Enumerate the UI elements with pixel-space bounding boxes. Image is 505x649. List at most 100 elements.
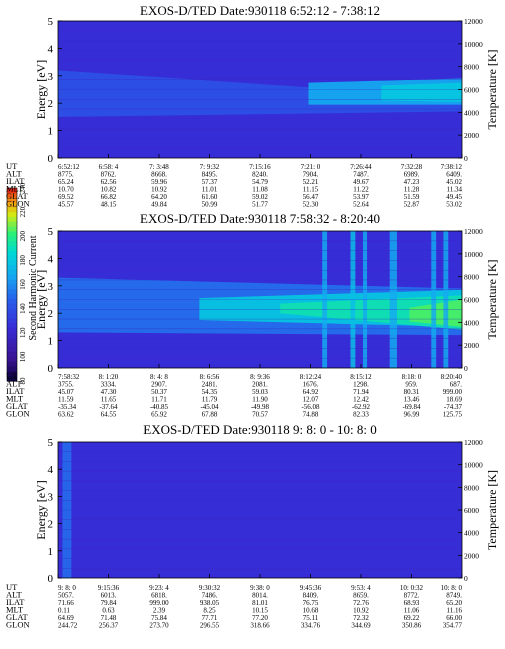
- y2-tick-label: 12000: [464, 227, 483, 236]
- table-cell: -69.84: [402, 403, 421, 411]
- table-cell: 9: 8: 0: [58, 584, 76, 592]
- y-tick-label: 2: [48, 308, 54, 320]
- colorbar-label: Second Harmonic Current: [28, 235, 39, 340]
- colorbar-segment: [7, 260, 17, 266]
- table-cell: 52.30: [303, 201, 319, 209]
- colorbar-segment: [7, 352, 17, 358]
- table-cell: 7: 9:32: [200, 163, 220, 171]
- table-cell: 11.79: [202, 396, 218, 404]
- table-cell: 65.92: [151, 411, 167, 419]
- table-cell: 9:15:36: [98, 584, 120, 592]
- table-row-label: ILAT: [6, 386, 25, 396]
- table-cell: 2907.: [151, 381, 167, 389]
- table-cell: 52.87: [404, 201, 420, 209]
- colorbar-segment: [7, 216, 17, 223]
- table-cell: -40.85: [150, 403, 169, 411]
- y2-tick-label: 10000: [464, 250, 483, 259]
- heatmap-band: [58, 70, 462, 117]
- table-cell: 6:58: 4: [99, 163, 119, 171]
- colorbar-segment: [7, 361, 17, 368]
- colorbar-segment: [7, 356, 17, 363]
- table-cell: 49.45: [446, 193, 462, 201]
- y-tick-label: 1: [48, 546, 54, 558]
- table-cell: 77.71: [202, 614, 218, 622]
- table-cell: 8:15:12: [350, 373, 372, 381]
- table-cell: 8762.: [101, 171, 117, 179]
- table-cell: 18.69: [446, 396, 462, 404]
- panel-title: EXOS-D/TED Date:930118 6:52:12 - 7:38:12: [140, 3, 380, 18]
- table-cell: 11.28: [404, 186, 420, 194]
- colorbar-tick-label: 240: [19, 182, 27, 193]
- table-cell: 3755.: [58, 381, 74, 389]
- y-tick-label: 0: [48, 363, 54, 375]
- table-cell: 61.60: [202, 193, 218, 201]
- table-cell: 8.25: [203, 607, 216, 615]
- colorbar: 240 220 200 180 160 140 120 100 80 Second Harmoni…: [6, 182, 39, 385]
- table-cell: 71.94: [353, 388, 369, 396]
- table-cell: 10.15: [252, 607, 268, 615]
- table-cell: 51.77: [252, 201, 268, 209]
- table-cell: 74.88: [303, 411, 319, 419]
- table-cell: 9:53: 4: [351, 584, 371, 592]
- colorbar-segment: [7, 207, 17, 213]
- table-cell: 0.11: [58, 607, 70, 615]
- table-cell: 59.02: [252, 193, 268, 201]
- table-cell: 59.03: [252, 388, 268, 396]
- table-row-label: ILAT: [6, 176, 25, 186]
- table-cell: 62.56: [101, 178, 117, 186]
- table-row-label: ALT: [6, 590, 23, 600]
- heatmap-band: [381, 82, 462, 102]
- table-cell: 8240.: [252, 171, 268, 179]
- table-row-label: GLON: [6, 620, 30, 630]
- table-cell: 47.23: [404, 178, 420, 186]
- table-cell: 45.07: [58, 388, 74, 396]
- colorbar-segment: [7, 308, 17, 315]
- y2-tick-label: 2000: [464, 131, 479, 140]
- table-cell: -56.08: [301, 403, 320, 411]
- table-cell: 59.96: [151, 178, 167, 186]
- y2-tick-label: 2000: [464, 341, 479, 350]
- table-cell: 1676.: [303, 381, 319, 389]
- table-cell: 64.92: [303, 388, 319, 396]
- colorbar-segment: [7, 376, 17, 382]
- colorbar-segment: [7, 318, 17, 324]
- y2-tick-label: 10000: [464, 461, 483, 470]
- table-cell: 7486.: [202, 592, 218, 600]
- table-row-label: GLAT: [6, 191, 29, 201]
- table-cell: 65.24: [58, 178, 74, 186]
- y2-tick-label: 6000: [464, 296, 479, 305]
- table-cell: 53.02: [446, 201, 462, 209]
- table-row-label: UT: [6, 371, 18, 381]
- table-cell: 81.01: [252, 599, 268, 607]
- colorbar-segment: [7, 250, 17, 257]
- table-cell: 2.39: [153, 607, 166, 615]
- table-cell: 8495.: [202, 171, 218, 179]
- table-cell: -45.04: [200, 403, 219, 411]
- table-cell: 11.59: [58, 396, 74, 404]
- y2-tick-label: 0: [464, 154, 468, 163]
- y-tick-label: 1: [48, 126, 54, 138]
- y2-tick-label: 10000: [464, 40, 483, 49]
- table-cell: 11.34: [447, 186, 463, 194]
- table-cell: -74.37: [444, 403, 463, 411]
- table-cell: 12.42: [353, 396, 369, 404]
- table-cell: 72.76: [353, 599, 369, 607]
- table-cell: 75.84: [151, 614, 167, 622]
- panel-1: EXOS-D/TED Date:930118 6:52:12 - 7:38:12…: [6, 3, 499, 209]
- colorbar-segment: [7, 366, 17, 372]
- table-cell: 54.35: [202, 388, 218, 396]
- table-cell: 11.71: [151, 396, 167, 404]
- table-row-label: GLON: [6, 409, 30, 419]
- table-cell: 50.99: [202, 201, 218, 209]
- table-cell: 959.: [405, 381, 418, 389]
- colorbar-segment: [7, 192, 17, 199]
- colorbar-segment: [7, 298, 17, 305]
- table-cell: 64.69: [58, 614, 74, 622]
- table-row-label: GLAT: [6, 612, 29, 622]
- colorbar-segment: [7, 332, 17, 339]
- table-cell: 7:15:16: [249, 163, 271, 171]
- table-cell: 9:45:36: [300, 584, 322, 592]
- colorbar-tick-label: 80: [19, 377, 27, 385]
- table-cell: 8: 1:20: [99, 373, 119, 381]
- y2-tick-label: 12000: [464, 438, 483, 447]
